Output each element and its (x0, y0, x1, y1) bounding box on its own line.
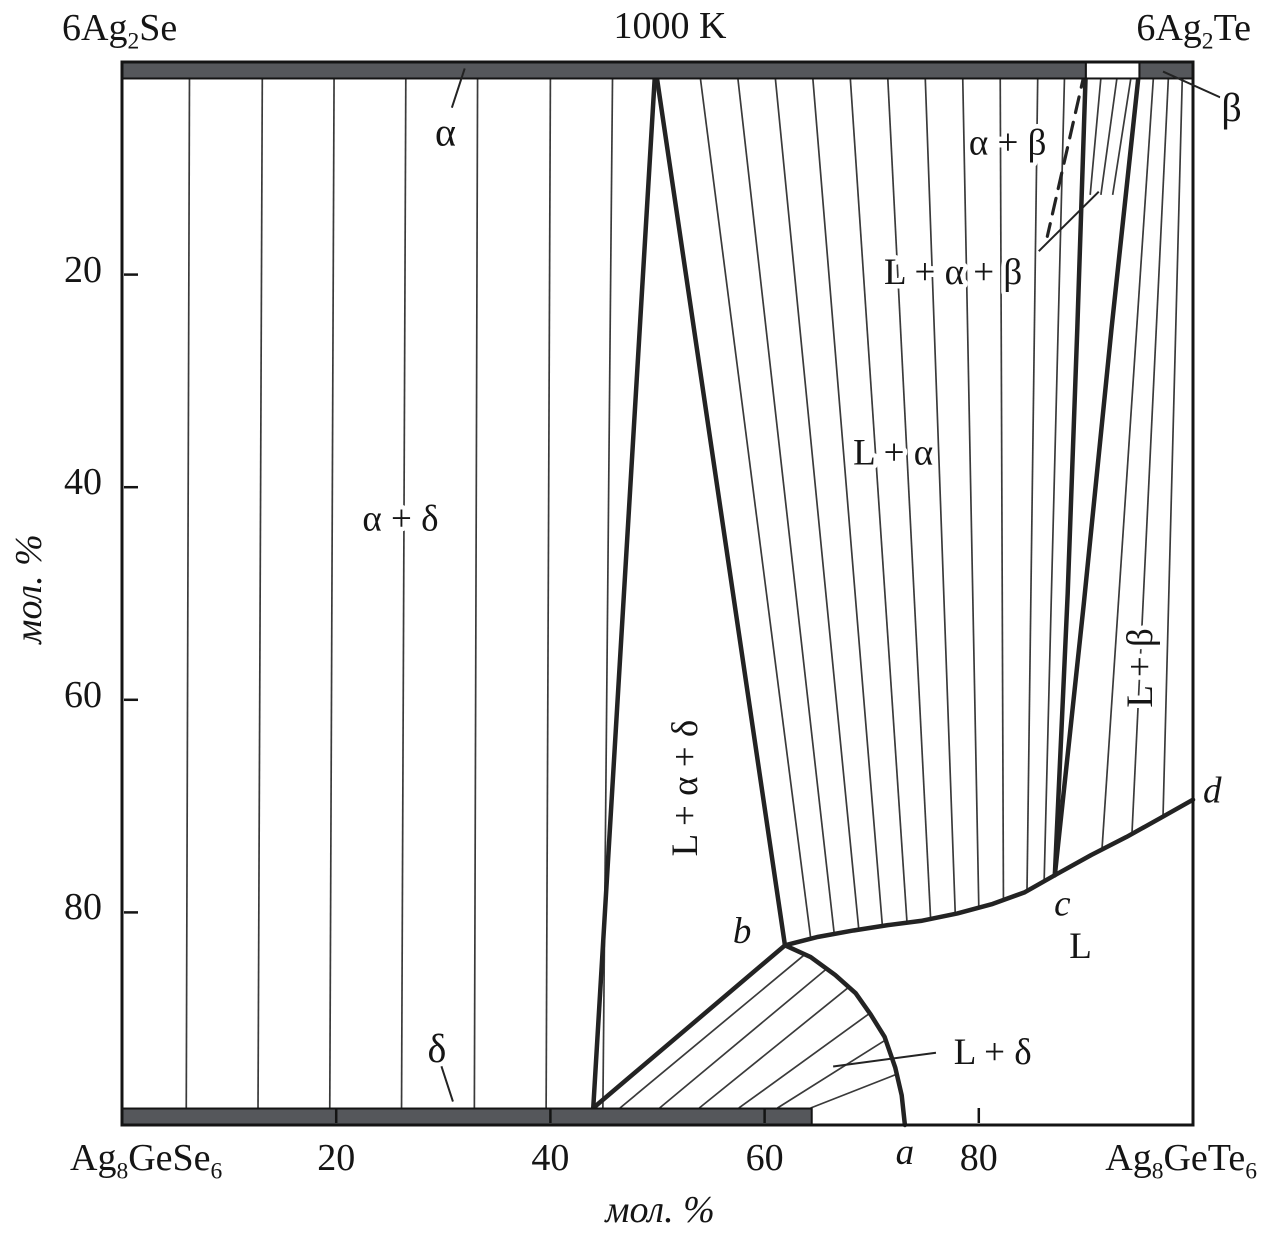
region-label-l-alpha-delta: L + α + δ (665, 720, 706, 857)
tie-line-alpha-delta (257, 77, 264, 1108)
tie-line-alpha-delta (545, 77, 552, 1108)
pointer-alpha-pointer (450, 68, 466, 109)
tie-line-l-alpha (961, 77, 980, 908)
top-right-endmember-label: 6Ag2Te (1136, 7, 1251, 55)
y-tick-label: 40 (64, 461, 102, 504)
tie-line-l-alpha-beta (1089, 77, 1102, 195)
region-label-l: L (1069, 926, 1092, 967)
tie-line-l-alpha (1043, 77, 1066, 882)
tie-line-alpha-delta (328, 77, 335, 1108)
boundary-alpha-solvus-to-c (1052, 65, 1089, 878)
boundary-dashed-alpha-beta-boundary (1045, 69, 1087, 238)
region-label-beta: β (1221, 85, 1241, 130)
tie-line-l-alpha (999, 77, 1005, 900)
tie-line-alpha-delta (185, 77, 191, 1108)
region-label-alpha: α (435, 110, 456, 155)
pointer-l-delta-pointer (833, 1051, 937, 1068)
region-label-l-delta: L + δ (954, 1032, 1032, 1073)
boundary-liquidus-b-c (782, 872, 1058, 948)
point-label-d: d (1203, 771, 1222, 812)
bottom-right-endmember-label: Ag8GeTe6 (1105, 1137, 1257, 1185)
tie-line-l-alpha (774, 77, 860, 931)
point-label-a: a (896, 1132, 915, 1173)
temperature-title: 1000 K (613, 5, 727, 47)
y-tick-label: 60 (64, 673, 102, 716)
bar-alpha-beta-gap (1084, 61, 1141, 80)
pointer-beta-pointer (1162, 70, 1223, 100)
region-label-l-beta: L + β (1120, 628, 1161, 707)
region-label-alpha-delta: α + δ (362, 499, 438, 540)
region-label-alpha-beta: α + β (969, 122, 1047, 163)
bottom-left-endmember-label: Ag8GeSe6 (70, 1137, 223, 1185)
x-axis-label: мол. % (605, 1189, 715, 1231)
region-label-delta: δ (427, 1026, 446, 1071)
pointer-delta-pointer (440, 1065, 454, 1102)
tie-line-l-delta (738, 1012, 871, 1109)
x-tick-label: 40 (531, 1137, 570, 1179)
tie-line-l-alpha (1026, 77, 1039, 892)
tie-line-alpha-delta (400, 77, 407, 1108)
tie-line-l-beta (1131, 77, 1170, 834)
y-tick-label: 80 (64, 886, 102, 929)
bar-alpha-solid-solution (121, 61, 1087, 80)
region-label-l-alpha-beta: L + α + β (884, 252, 1022, 293)
tie-line-l-alpha (811, 77, 884, 927)
tie-line-l-alpha (699, 77, 812, 939)
tie-line-l-beta (1101, 77, 1155, 850)
tie-line-l-delta (619, 954, 805, 1109)
boundary-beta-solvus-to-c (1052, 65, 1142, 878)
boundary-triangle-alpha-delta-left (590, 65, 658, 1111)
tie-line-l-alpha (886, 77, 932, 919)
point-label-b: b (733, 911, 752, 952)
tie-line-alpha-delta (473, 77, 479, 1108)
tie-line-l-alpha-beta (1111, 77, 1132, 196)
region-label-l-alpha: L + α (853, 433, 933, 474)
tie-line-l-beta (1162, 77, 1184, 817)
y-tick-label: 20 (64, 248, 102, 291)
plot-frame (120, 60, 1195, 1127)
boundary-triangle-alpha-to-b (653, 65, 788, 948)
tie-line-l-alpha (849, 77, 908, 924)
x-tick-label: 20 (317, 1137, 356, 1179)
tie-line-l-alpha-beta (1100, 77, 1118, 195)
tie-line-l-delta (810, 1073, 898, 1109)
pointer-l-alpha-beta-pointer (1038, 190, 1100, 252)
top-left-endmember-label: 6Ag2Se (62, 7, 178, 55)
bar-beta-solid-solution (1138, 61, 1194, 80)
tie-line-l-alpha (736, 77, 836, 934)
boundary-triangle-b-to-delta (590, 943, 788, 1111)
bar-delta-solid-solution (121, 1107, 813, 1127)
tie-line-l-delta (776, 1039, 887, 1109)
tie-line-l-delta (659, 968, 828, 1109)
tie-line-l-alpha (924, 77, 957, 914)
boundary-liquidus-b-a (782, 943, 908, 1128)
x-tick-label: 80 (959, 1137, 998, 1179)
boundary-liquidus-c-d (1052, 797, 1196, 878)
point-label-c: c (1054, 883, 1071, 924)
tie-line-l-delta (698, 986, 850, 1109)
x-tick-label: 60 (745, 1137, 784, 1179)
